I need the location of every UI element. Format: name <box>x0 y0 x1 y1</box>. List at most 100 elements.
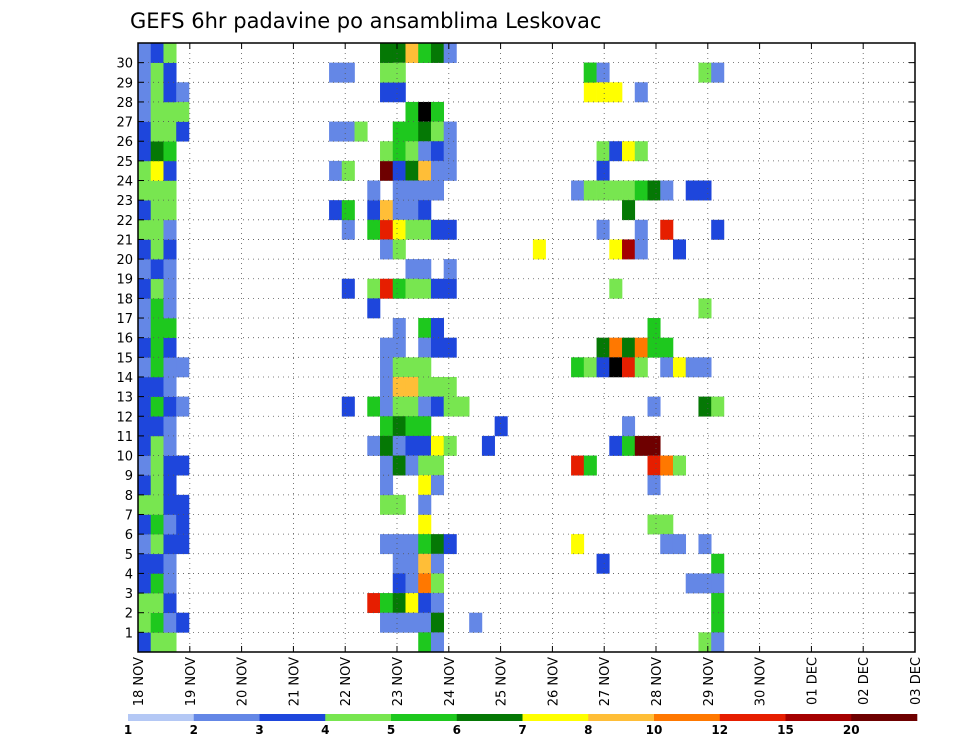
heatmap-cell <box>672 357 687 378</box>
heatmap-cell <box>392 337 406 358</box>
y-tick-label: 28 <box>116 96 133 111</box>
heatmap-cell <box>430 396 445 417</box>
heatmap-cell <box>647 337 661 358</box>
heatmap-cell <box>443 376 457 397</box>
heatmap-cell <box>698 298 712 319</box>
heatmap-cell <box>150 553 164 574</box>
heatmap-cell <box>150 200 164 221</box>
heatmap-cell <box>698 632 712 653</box>
heatmap-cell <box>418 318 432 338</box>
heatmap-cell <box>150 534 164 555</box>
colorbar-label: 1 <box>124 723 132 737</box>
heatmap-cell <box>163 278 177 299</box>
heatmap-cell <box>418 43 432 63</box>
y-tick-label: 19 <box>116 273 133 288</box>
heatmap-cell <box>596 219 610 240</box>
heatmap-cell <box>456 396 470 417</box>
heatmap-cell <box>583 62 597 83</box>
heatmap-cell <box>341 62 355 83</box>
heatmap-cell <box>405 435 419 456</box>
heatmap-cell <box>622 200 636 221</box>
heatmap-cell <box>138 298 152 319</box>
heatmap-cell <box>622 337 636 358</box>
heatmap-cell <box>418 534 432 555</box>
heatmap-cell <box>163 318 177 338</box>
colorbar-swatch <box>456 714 523 721</box>
heatmap-cell <box>418 101 432 122</box>
heatmap-cell <box>430 612 445 633</box>
heatmap-cell <box>150 573 164 594</box>
colorbar-swatch <box>325 714 392 721</box>
heatmap-cell <box>138 612 152 633</box>
heatmap-cell <box>418 553 432 574</box>
heatmap-cell <box>380 494 394 515</box>
y-tick-label: 4 <box>125 567 133 582</box>
heatmap-cell <box>443 43 457 63</box>
heatmap-cell <box>392 219 406 240</box>
heatmap-cell <box>596 82 610 103</box>
heatmap-cell <box>138 376 152 397</box>
heatmap-cell <box>392 278 406 299</box>
x-tick-label: 23 NOV <box>391 657 406 706</box>
heatmap-cell <box>367 200 381 221</box>
heatmap-cell <box>405 553 419 574</box>
heatmap-cell <box>443 337 457 358</box>
cells-layer <box>138 43 725 653</box>
heatmap-cell <box>176 121 190 142</box>
heatmap-cell <box>418 514 432 535</box>
heatmap-cell <box>138 553 152 574</box>
heatmap-cell <box>418 475 432 496</box>
heatmap-cell <box>698 573 712 594</box>
heatmap-cell <box>163 259 177 280</box>
heatmap-cell <box>430 632 445 653</box>
heatmap-cell <box>660 455 674 476</box>
heatmap-cell <box>647 396 661 417</box>
heatmap-cell <box>647 435 661 456</box>
heatmap-cell <box>163 494 177 515</box>
heatmap-cell <box>163 239 177 260</box>
heatmap-cell <box>138 180 152 201</box>
heatmap-cell <box>443 219 457 240</box>
heatmap-cell <box>609 337 623 358</box>
heatmap-cell <box>341 219 355 240</box>
heatmap-cell <box>138 396 152 417</box>
heatmap-cell <box>711 612 725 633</box>
heatmap-cell <box>138 534 152 555</box>
heatmap-cell <box>609 435 623 456</box>
heatmap-cell <box>660 534 674 555</box>
heatmap-cell <box>163 357 177 378</box>
heatmap-cell <box>430 121 445 142</box>
colorbar-swatch <box>719 714 786 721</box>
heatmap-cell <box>138 121 152 142</box>
colorbar-swatch <box>128 714 195 721</box>
heatmap-cell <box>596 141 610 162</box>
heatmap-cell <box>138 573 152 594</box>
x-tick-label: 18 NOV <box>132 657 147 706</box>
heatmap-cell <box>392 82 406 103</box>
heatmap-cell <box>430 593 445 614</box>
y-tick-label: 29 <box>116 76 133 91</box>
heatmap-cell <box>392 180 406 201</box>
x-tick-label: 03 DEC <box>909 657 924 705</box>
heatmap-cell <box>150 494 164 515</box>
heatmap-cell <box>418 219 432 240</box>
heatmap-cell <box>685 357 699 378</box>
y-tick-label: 9 <box>125 469 133 484</box>
heatmap-cell <box>672 239 687 260</box>
heatmap-cell <box>622 435 636 456</box>
y-tick-label: 8 <box>125 489 133 504</box>
y-tick-label: 27 <box>116 116 133 131</box>
heatmap-cell <box>138 200 152 221</box>
heatmap-cell <box>150 593 164 614</box>
heatmap-cell <box>418 593 432 614</box>
heatmap-cell <box>405 612 419 633</box>
heatmap-cell <box>405 376 419 397</box>
heatmap-cell <box>405 396 419 417</box>
y-tick-label: 30 <box>116 57 133 72</box>
heatmap-cell <box>392 534 406 555</box>
heatmap-cell <box>341 121 355 142</box>
heatmap-cell <box>430 160 445 181</box>
heatmap-cell <box>150 514 164 535</box>
colorbar-label: 8 <box>584 723 592 737</box>
colorbar: 1 2 3 4 5 6 7 8 10 12 15 20 <box>124 714 918 737</box>
